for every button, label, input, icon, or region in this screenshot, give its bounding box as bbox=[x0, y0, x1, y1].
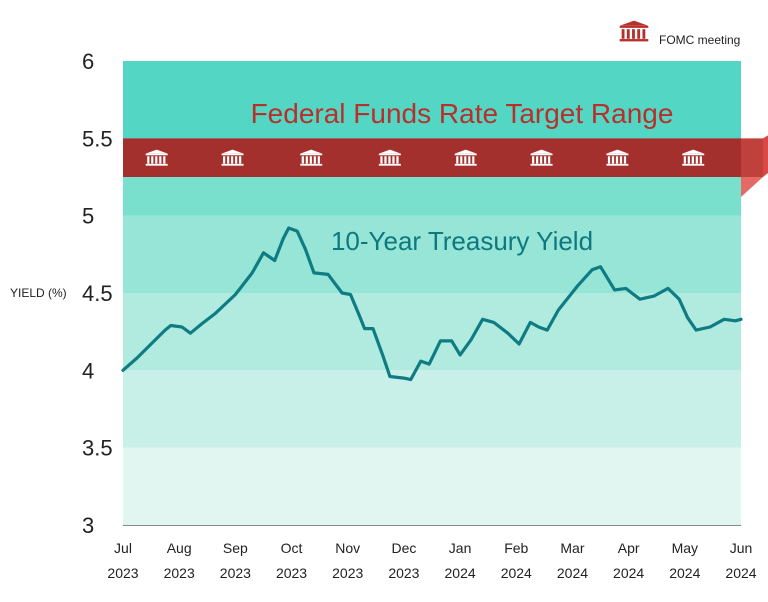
x-tick-year: 2023 bbox=[220, 565, 251, 581]
x-tick-year: 2023 bbox=[276, 565, 307, 581]
fomc-meeting-icon bbox=[378, 149, 401, 166]
band-ribbon-fold bbox=[763, 135, 768, 177]
fomc-legend-building bbox=[619, 20, 649, 42]
band-ribbon-tail bbox=[741, 177, 763, 197]
x-tick-month: Oct bbox=[281, 540, 303, 556]
x-tick-month: Jul bbox=[114, 540, 132, 556]
y-tick-label: 4 bbox=[82, 358, 94, 383]
fomc-meeting-icon bbox=[145, 149, 168, 166]
x-tick-month: Mar bbox=[560, 540, 584, 556]
x-tick-month: May bbox=[672, 540, 698, 556]
y-tick-label: 4.5 bbox=[82, 281, 113, 306]
fomc-meeting-icon bbox=[682, 149, 705, 166]
x-tick-month: Dec bbox=[391, 540, 416, 556]
x-tick-year: 2024 bbox=[445, 565, 476, 581]
treasury-yield-line bbox=[121, 226, 743, 382]
fed-funds-band bbox=[123, 135, 768, 197]
x-tick-month: Aug bbox=[167, 540, 192, 556]
fomc-meeting-icon bbox=[300, 149, 323, 166]
x-tick-year: 2023 bbox=[107, 565, 138, 581]
background-shading bbox=[123, 61, 741, 525]
x-tick-year: 2024 bbox=[669, 565, 700, 581]
y-tick-label: 5 bbox=[82, 204, 94, 229]
x-tick-year: 2024 bbox=[501, 565, 532, 581]
y-tick-label: 5.5 bbox=[82, 126, 113, 151]
legend: FOMC meeting bbox=[619, 20, 740, 47]
y-axis-label: YIELD (%) bbox=[10, 286, 67, 300]
fed-funds-range bbox=[123, 138, 741, 177]
x-tick-month: Jun bbox=[730, 540, 753, 556]
shade-band bbox=[123, 61, 741, 139]
fomc-meeting-icon bbox=[530, 149, 553, 166]
band-title: Federal Funds Rate Target Range bbox=[251, 98, 674, 129]
x-tick-month: Sep bbox=[223, 540, 248, 556]
series-layer bbox=[121, 226, 743, 382]
x-tick-year: 2023 bbox=[388, 565, 419, 581]
x-tick-month: Jan bbox=[449, 540, 472, 556]
fomc-building-icon bbox=[619, 20, 649, 42]
x-tick-year: 2023 bbox=[164, 565, 195, 581]
y-tick-label: 3 bbox=[82, 513, 94, 538]
fomc-meeting-icon bbox=[606, 149, 629, 166]
axes: 3 3.5 4 4.5 5 5.5 6 Jul 2023 Aug 2023 Sep 2023 Oct 202… bbox=[82, 49, 757, 581]
series-title: 10-Year Treasury Yield bbox=[331, 226, 593, 256]
fomc-meeting-icon bbox=[221, 149, 244, 166]
y-tick-label: 3.5 bbox=[82, 436, 113, 461]
x-tick-month: Apr bbox=[618, 540, 640, 556]
band-ribbon bbox=[741, 138, 763, 177]
x-tick-year: 2024 bbox=[557, 565, 588, 581]
shade-band bbox=[123, 447, 741, 525]
y-tick-label: 6 bbox=[82, 49, 94, 74]
fomc-meeting-icon bbox=[454, 149, 477, 166]
shade-band bbox=[123, 215, 741, 293]
x-tick-month: Feb bbox=[504, 540, 528, 556]
x-tick-year: 2023 bbox=[332, 565, 363, 581]
x-tick-year: 2024 bbox=[725, 565, 756, 581]
x-tick-month: Nov bbox=[335, 540, 360, 556]
shade-band bbox=[123, 370, 741, 448]
legend-label: FOMC meeting bbox=[659, 33, 740, 47]
x-tick-year: 2024 bbox=[613, 565, 644, 581]
